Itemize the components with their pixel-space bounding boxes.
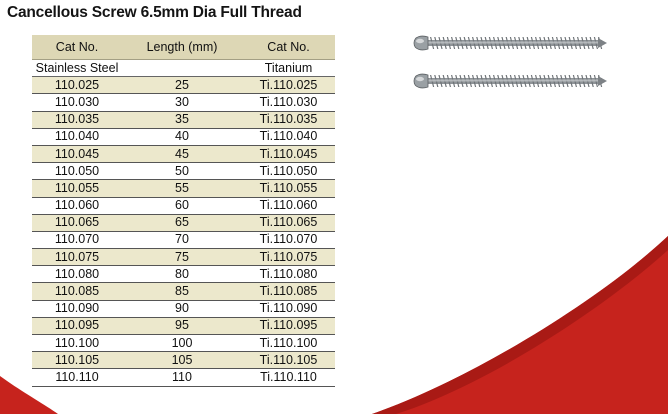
cell-length: 65 [122,214,242,232]
cell-cat-no-ss: 110.040 [32,128,122,146]
cell-length: 45 [122,145,242,164]
table-row: 110.090 90 Ti.110.090 [32,300,335,318]
table-row: 110.075 75 Ti.110.075 [32,248,335,267]
cell-cat-no-ti: Ti.110.040 [242,128,335,146]
cell-length: 25 [122,76,242,95]
header-cat-no-ti: Cat No. [242,35,335,60]
table-row: 110.085 85 Ti.110.085 [32,282,335,301]
cell-cat-no-ti: Ti.110.080 [242,265,335,284]
cell-cat-no-ss: 110.075 [32,248,122,267]
cell-cat-no-ti: Ti.110.085 [242,282,335,301]
cell-cat-no-ss: 110.050 [32,162,122,181]
cell-length: 90 [122,300,242,318]
cell-cat-no-ti: Ti.110.095 [242,317,335,336]
cell-cat-no-ti: Ti.110.075 [242,248,335,267]
cell-cat-no-ti: Ti.110.030 [242,93,335,112]
cell-cat-no-ss: 110.030 [32,93,122,112]
cell-cat-no-ti: Ti.110.100 [242,334,335,353]
cell-cat-no-ss: 110.035 [32,111,122,129]
cell-length: 40 [122,128,242,146]
table-row: 110.060 60 Ti.110.060 [32,197,335,215]
cell-length: 110 [122,368,242,387]
cell-cat-no-ss: 110.070 [32,231,122,250]
cell-length: 80 [122,265,242,284]
table-header-row: Cat No. Length (mm) Cat No. [32,35,335,60]
catalog-table: Cat No. Length (mm) Cat No. Stainless St… [32,35,335,387]
screw-icon [413,73,607,89]
screw-icon [413,35,607,51]
cell-cat-no-ss: 110.080 [32,265,122,284]
table-row: 110.105 105 Ti.110.105 [32,351,335,370]
material-titanium: Titanium [242,59,335,78]
cell-cat-no-ss: 110.060 [32,197,122,215]
cell-cat-no-ti: Ti.110.065 [242,214,335,232]
cell-cat-no-ss: 110.025 [32,76,122,95]
page-title: Cancellous Screw 6.5mm Dia Full Thread [7,4,302,21]
header-length: Length (mm) [122,35,242,60]
table-row: 110.065 65 Ti.110.065 [32,214,335,232]
table-row: 110.030 30 Ti.110.030 [32,93,335,112]
table-row: 110.035 35 Ti.110.035 [32,111,335,129]
cell-cat-no-ss: 110.090 [32,300,122,318]
cell-cat-no-ss: 110.055 [32,179,122,198]
cell-cat-no-ss: 110.110 [32,368,122,387]
red-swoosh-right [372,236,668,414]
cell-cat-no-ss: 110.085 [32,282,122,301]
table-row: 110.055 55 Ti.110.055 [32,179,335,198]
cell-cat-no-ti: Ti.110.050 [242,162,335,181]
cell-cat-no-ti: Ti.110.055 [242,179,335,198]
cell-cat-no-ss: 110.065 [32,214,122,232]
cell-length: 30 [122,93,242,112]
screw-image-titanium [413,73,607,89]
table-row: 110.050 50 Ti.110.050 [32,162,335,181]
cell-length: 50 [122,162,242,181]
material-stainless: Stainless Steel [32,59,122,78]
cell-length: 70 [122,231,242,250]
cell-cat-no-ti: Ti.110.035 [242,111,335,129]
cell-length: 105 [122,351,242,370]
cell-length: 35 [122,111,242,129]
material-row: Stainless Steel Titanium [32,59,335,78]
cell-cat-no-ss: 110.105 [32,351,122,370]
table-row: 110.080 80 Ti.110.080 [32,265,335,284]
table-row: 110.070 70 Ti.110.070 [32,231,335,250]
cell-length: 100 [122,334,242,353]
red-swoosh-left [0,376,58,414]
table-row: 110.110 110 Ti.110.110 [32,368,335,387]
cell-cat-no-ti: Ti.110.110 [242,368,335,387]
cell-cat-no-ss: 110.095 [32,317,122,336]
cell-length: 85 [122,282,242,301]
cell-cat-no-ti: Ti.110.070 [242,231,335,250]
table-row: 110.100 100 Ti.110.100 [32,334,335,353]
table-row: 110.045 45 Ti.110.045 [32,145,335,164]
cell-length: 95 [122,317,242,336]
screw-image-stainless [413,35,607,51]
table-row: 110.040 40 Ti.110.040 [32,128,335,146]
cell-length: 55 [122,179,242,198]
cell-length: 75 [122,248,242,267]
table-row: 110.095 95 Ti.110.095 [32,317,335,336]
material-blank [122,59,242,78]
cell-cat-no-ss: 110.045 [32,145,122,164]
cell-cat-no-ti: Ti.110.025 [242,76,335,95]
cell-length: 60 [122,197,242,215]
header-cat-no-ss: Cat No. [32,35,122,60]
cell-cat-no-ti: Ti.110.060 [242,197,335,215]
cell-cat-no-ss: 110.100 [32,334,122,353]
table-row: 110.025 25 Ti.110.025 [32,76,335,95]
cell-cat-no-ti: Ti.110.045 [242,145,335,164]
cell-cat-no-ti: Ti.110.090 [242,300,335,318]
cell-cat-no-ti: Ti.110.105 [242,351,335,370]
